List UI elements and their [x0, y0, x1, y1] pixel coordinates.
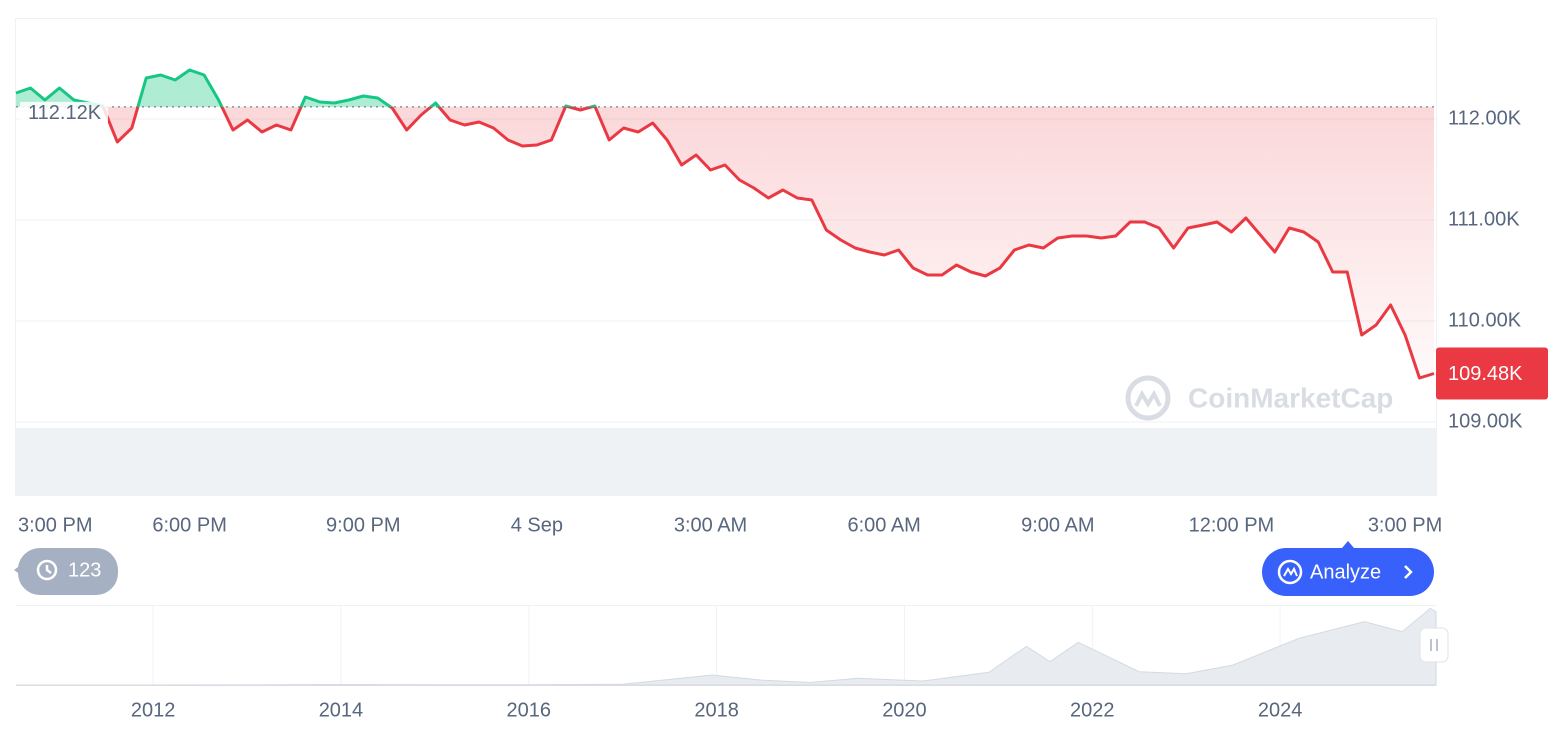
watermark: CoinMarketCap [1125, 375, 1393, 421]
nav-tick-label: 2018 [694, 699, 739, 721]
nav-tick-label: 2012 [131, 699, 176, 721]
history-count: 123 [68, 559, 101, 581]
history-badge[interactable]: 123 [14, 547, 118, 595]
y-tick-label: 112.00K [1448, 107, 1522, 129]
analyze-label: Analyze [1310, 561, 1381, 583]
price-area [16, 70, 1434, 378]
last-price-tag [1436, 347, 1548, 400]
x-tick-label: 4 Sep [511, 514, 563, 536]
x-tick-label: 3:00 AM [674, 514, 747, 536]
plot-frame [15, 18, 1437, 496]
y-tick-label: 109.00K [1448, 410, 1523, 432]
pointer [1342, 541, 1354, 548]
x-tick-label: 3:00 PM [1368, 514, 1442, 536]
scroll-handle[interactable] [1419, 627, 1449, 663]
x-tick-label: 12:00 PM [1189, 514, 1275, 536]
nav-tick-label: 2022 [1070, 699, 1115, 721]
x-tick-label: 6:00 AM [847, 514, 920, 536]
y-tick-label: 111.00K [1448, 208, 1520, 230]
nav-tick-label: 2016 [507, 699, 552, 721]
x-tick-label: 9:00 AM [1021, 514, 1094, 536]
volume-band [16, 428, 1436, 495]
watermark-text: CoinMarketCap [1188, 382, 1393, 413]
last-price-label: 109.48K [1448, 363, 1523, 385]
baseline-label-bg [20, 101, 108, 126]
nav-tick-label: 2014 [319, 699, 364, 721]
nav-tick-label: 2020 [882, 699, 927, 721]
x-tick-label: 6:00 PM [152, 514, 226, 536]
price-line [15, 68, 1435, 380]
baseline-label: 112.12K [28, 102, 102, 124]
x-tick-label: 9:00 PM [326, 514, 400, 536]
nav-tick-label: 2024 [1258, 699, 1303, 721]
nav-area [15, 607, 1437, 686]
analyze-button[interactable]: Analyze [1262, 548, 1434, 596]
y-tick-label: 110.00K [1448, 309, 1522, 331]
x-tick-label: 3:00 PM [18, 514, 92, 536]
